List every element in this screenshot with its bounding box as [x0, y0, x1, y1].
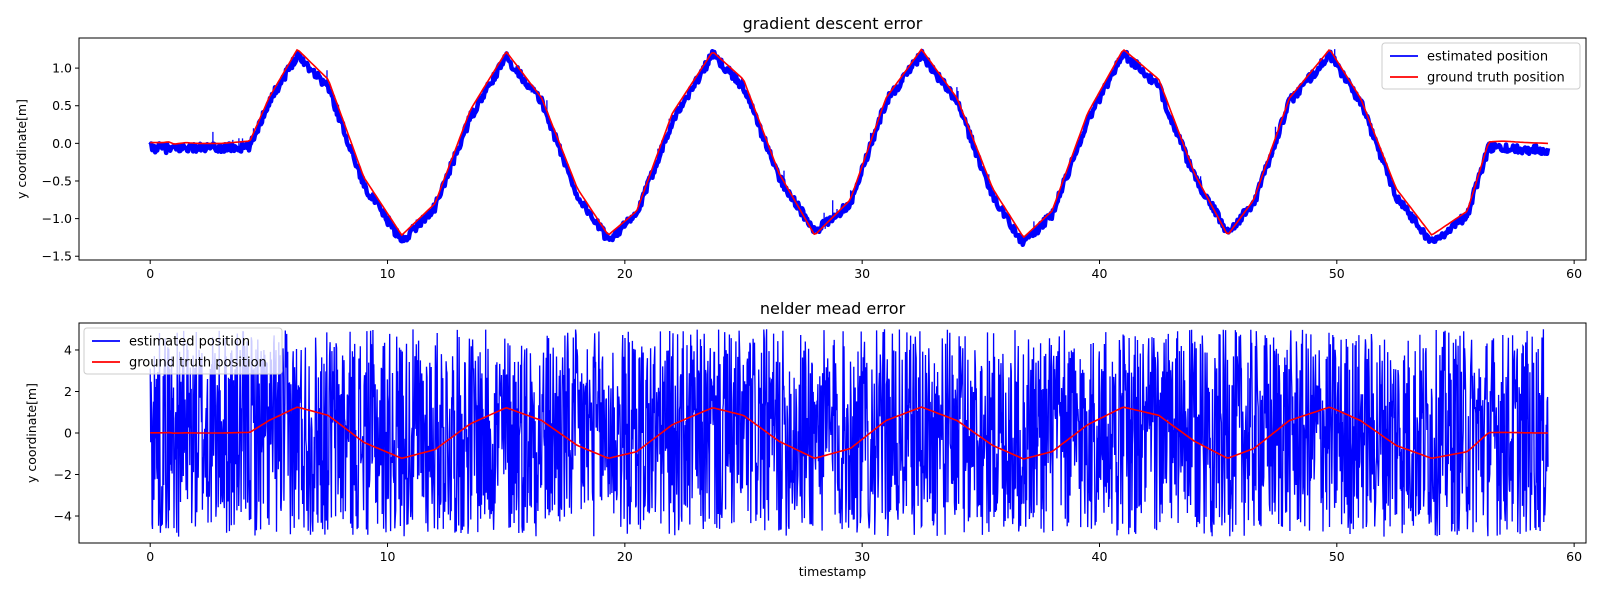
x-tick-label: 10 — [380, 266, 396, 281]
x-tick-label: 50 — [1329, 549, 1345, 564]
y-tick-label: 0.5 — [52, 98, 72, 113]
y-tick-label: 0 — [64, 426, 72, 441]
x-tick-label: 0 — [146, 549, 154, 564]
x-tick-label: 30 — [854, 549, 870, 564]
x-tick-label: 20 — [617, 266, 633, 281]
y-tick-label: 1.0 — [52, 61, 72, 76]
series-line-estimated — [149, 329, 1549, 537]
y-tick-label: −1.5 — [42, 249, 72, 264]
series-line-ground-truth — [150, 406, 1548, 460]
x-tick-label: 0 — [146, 266, 154, 281]
subplot-1: gradient descent error 0 10 20 30 40 50 60 −1.5 −… — [14, 14, 1587, 281]
x-tick-label: 60 — [1566, 549, 1582, 564]
legend-label: ground truth position — [129, 356, 267, 371]
y-axis-label: y coordinate[m] — [14, 99, 29, 199]
legend: estimated position ground truth position — [83, 327, 283, 375]
legend-box — [1381, 42, 1581, 90]
x-tick-label: 20 — [617, 549, 633, 564]
y-axis-label: y coordinate[m] — [24, 383, 39, 483]
y-tick-label: −1.0 — [42, 211, 72, 226]
legend-label: ground truth position — [1427, 71, 1565, 86]
series-line-ground-truth — [150, 48, 1549, 239]
x-tick-label: 30 — [854, 266, 870, 281]
legend-box — [83, 327, 283, 375]
legend-label: estimated position — [1427, 50, 1548, 65]
y-tick-label: 2 — [64, 384, 72, 399]
x-tick-label: 60 — [1566, 266, 1582, 281]
plot-area — [148, 48, 1551, 248]
legend-label: estimated position — [129, 335, 250, 350]
plot-area — [149, 329, 1549, 537]
axes-frame — [78, 37, 1587, 261]
y-tick-label: 4 — [64, 342, 72, 357]
chart-title: gradient descent error — [743, 14, 923, 33]
x-tick-label: 40 — [1092, 266, 1108, 281]
x-tick-label: 50 — [1329, 266, 1345, 281]
y-tick-label: −4 — [54, 509, 72, 524]
legend: estimated position ground truth position — [1381, 42, 1581, 90]
y-tick-label: −0.5 — [42, 173, 72, 188]
subplot-2: nelder mead error 0 10 20 30 40 50 60 −4 −2 0 2 4 y c… — [24, 299, 1587, 579]
y-tick-label: 0.0 — [52, 136, 72, 151]
chart-title: nelder mead error — [760, 299, 906, 318]
x-tick-label: 40 — [1092, 549, 1108, 564]
x-axis-label: timestamp — [799, 564, 866, 579]
series-line-estimated — [148, 48, 1551, 248]
y-tick-label: −2 — [54, 467, 72, 482]
x-tick-label: 10 — [380, 549, 396, 564]
